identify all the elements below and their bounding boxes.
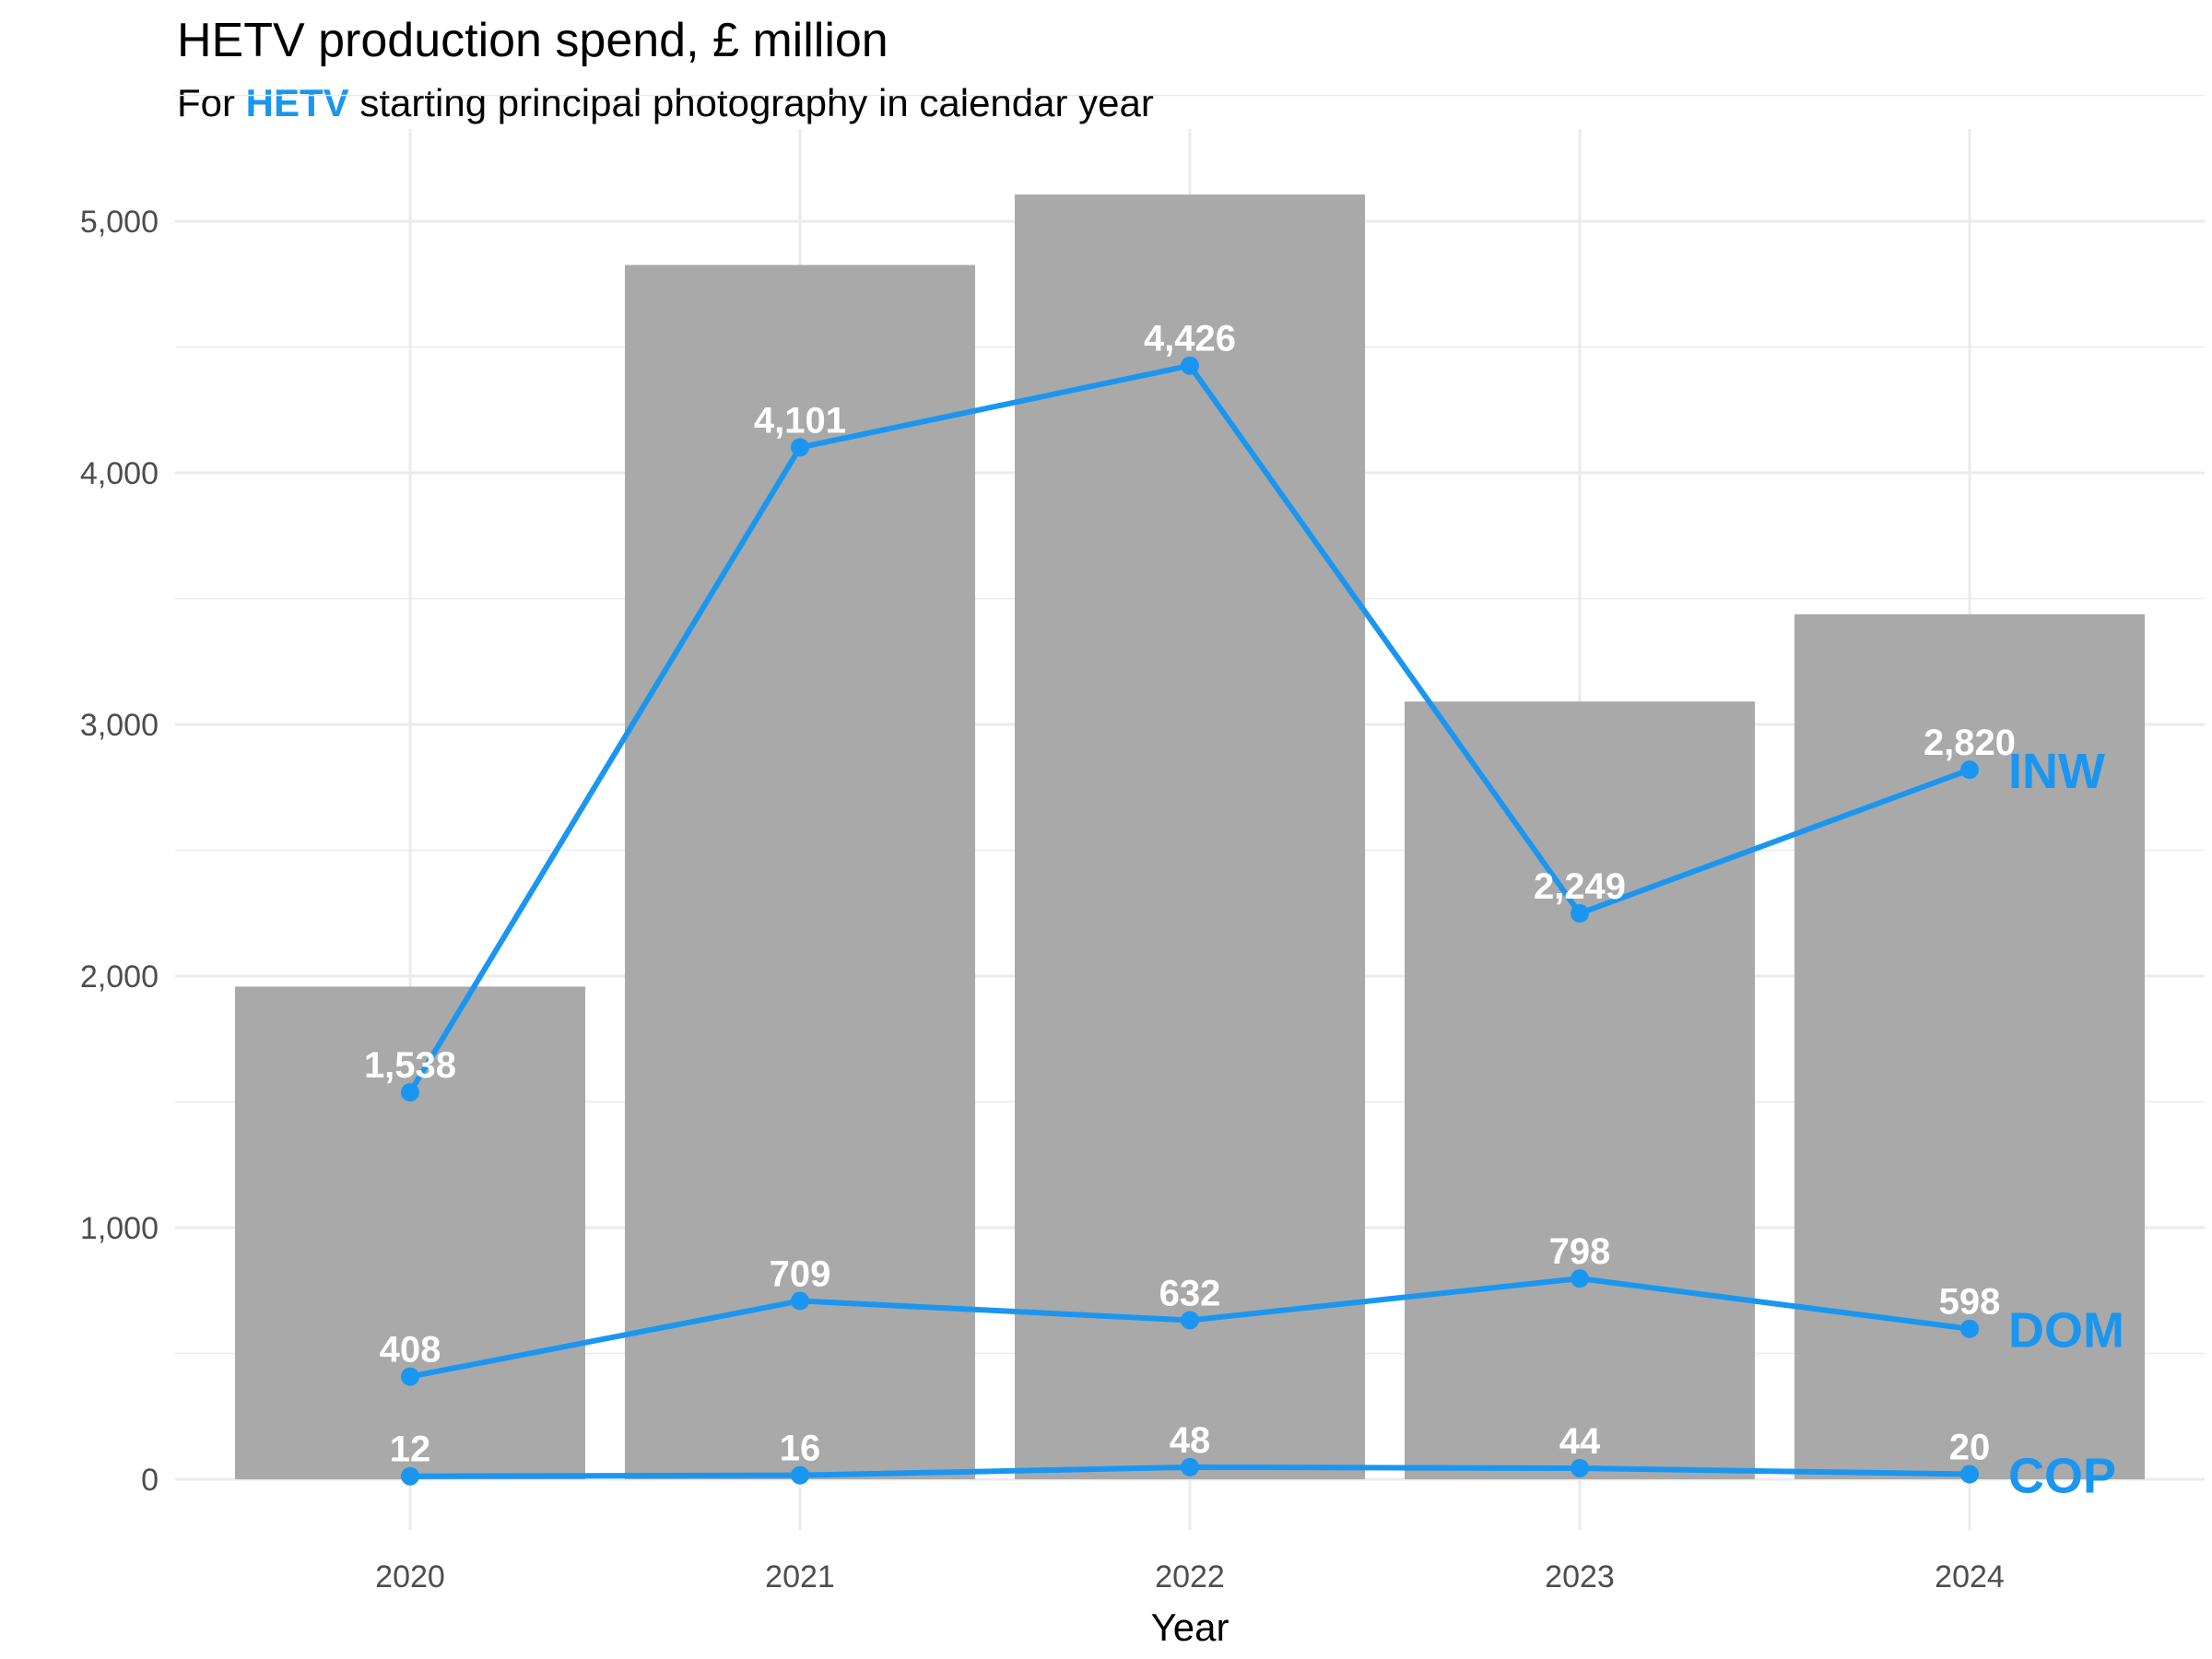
point-dom-2020 (401, 1367, 419, 1386)
x-tick-label: 2023 (1545, 1559, 1615, 1594)
data-label-inw-2021: 4,101 (754, 400, 846, 441)
point-cop-2023 (1571, 1458, 1589, 1477)
data-label-dom-2021: 709 (770, 1253, 831, 1294)
subtitle-prefix: For (177, 81, 246, 124)
data-label-inw-2023: 2,249 (1534, 866, 1626, 907)
data-label-cop-2022: 48 (1170, 1420, 1211, 1461)
point-inw-2024 (1960, 760, 1979, 780)
y-tick-label: 1,000 (80, 1211, 159, 1246)
point-cop-2021 (791, 1465, 809, 1485)
bar-2022 (1015, 194, 1365, 1479)
point-inw-2023 (1571, 904, 1589, 924)
x-tick-label: 2020 (375, 1559, 445, 1594)
data-label-cop-2024: 20 (1949, 1428, 1991, 1468)
chart-title: HETV production spend, £ million (177, 14, 888, 67)
data-label-cop-2023: 44 (1559, 1421, 1601, 1462)
x-tick-label: 2022 (1155, 1559, 1225, 1594)
data-label-dom-2024: 598 (1939, 1282, 2001, 1323)
data-label-inw-2024: 2,820 (1924, 723, 2016, 763)
data-label-cop-2020: 12 (390, 1430, 431, 1470)
x-axis-title: Year (1151, 1606, 1230, 1649)
y-tick-label: 0 (141, 1463, 159, 1498)
point-cop-2024 (1960, 1465, 1979, 1484)
data-label-cop-2021: 16 (780, 1429, 821, 1469)
data-label-dom-2022: 632 (1159, 1273, 1221, 1313)
data-label-dom-2023: 798 (1549, 1231, 1611, 1272)
x-tick-label: 2021 (765, 1559, 835, 1594)
data-label-inw-2022: 4,426 (1144, 319, 1236, 359)
line-layer (401, 356, 1979, 1486)
bar-2020 (235, 986, 585, 1479)
series-label-inw: INW (2008, 744, 2105, 799)
point-dom-2022 (1181, 1311, 1199, 1330)
point-inw-2021 (791, 438, 809, 457)
point-dom-2023 (1571, 1269, 1589, 1288)
bar-2021 (625, 265, 975, 1480)
chart-subtitle: For HETV starting principal photography … (177, 81, 1154, 125)
y-tick-label: 3,000 (80, 708, 159, 743)
y-tick-label: 4,000 (80, 456, 159, 491)
data-label-dom-2020: 408 (380, 1330, 441, 1371)
point-dom-2024 (1960, 1319, 1979, 1338)
point-inw-2022 (1181, 356, 1199, 375)
bar-layer (235, 194, 2145, 1480)
series-label-cop: COP (2008, 1449, 2116, 1504)
subtitle-highlight: HETV (245, 81, 349, 124)
point-cop-2020 (401, 1466, 419, 1486)
y-tick-label: 2,000 (80, 959, 159, 994)
bar-2023 (1405, 701, 1755, 1479)
subtitle-suffix: starting principal photography in calend… (348, 81, 1154, 124)
point-cop-2022 (1181, 1457, 1199, 1477)
series-label-dom: DOM (2008, 1303, 2124, 1359)
point-inw-2020 (401, 1083, 419, 1102)
y-tick-label: 5,000 (80, 205, 159, 240)
axis-layer: 0 1,000 2,000 3,000 4,000 5,000 2020 2021 2022 20… (80, 205, 2005, 1649)
point-dom-2021 (791, 1291, 809, 1311)
x-tick-label: 2024 (1935, 1559, 2005, 1594)
data-label-inw-2020: 1,538 (364, 1045, 456, 1086)
